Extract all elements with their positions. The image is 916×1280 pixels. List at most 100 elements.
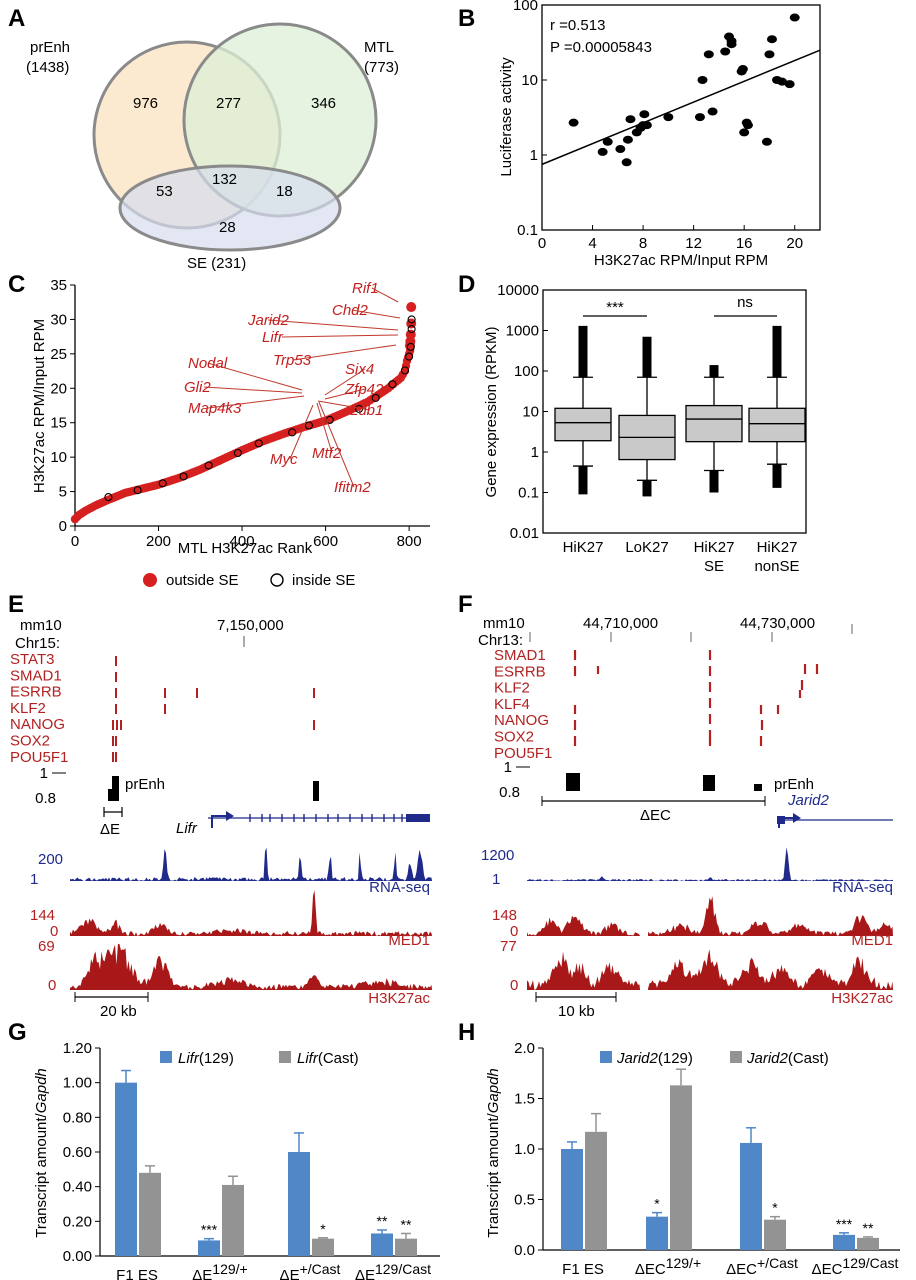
y-axis-label-d: Gene expression (RPKM) <box>483 327 500 498</box>
category-sup: 129/Cast <box>375 1261 431 1277</box>
panel-h: H Jarid2(129) Jarid2(Cast) 2.01.51.00.50… <box>458 1019 900 1278</box>
category-sup: 129/+ <box>212 1261 247 1277</box>
bar-cast <box>312 1238 334 1256</box>
scatter-point-b <box>789 13 800 22</box>
y-axis-label-g-text: Transcript amount/ <box>33 1112 50 1237</box>
gene-callout-line <box>317 400 371 411</box>
category-main: ΔEC <box>726 1261 757 1278</box>
bar-129 <box>740 1142 762 1250</box>
bar-129 <box>561 1149 583 1250</box>
rank-point-inside <box>233 448 242 458</box>
med1-track-f <box>527 896 893 936</box>
significance-star: ** <box>401 1216 412 1232</box>
med1-max-e: 144 <box>30 907 55 924</box>
rank-point-inside <box>158 479 167 488</box>
prenh-block-e3 <box>313 781 319 801</box>
rank-point-inside <box>104 493 113 502</box>
significance-star: * <box>654 1196 660 1212</box>
prenh-block-e2 <box>112 776 119 801</box>
y-tick-label-c: 10 <box>50 449 67 466</box>
tf-peaks-e <box>112 656 315 762</box>
venn-prenh-se: 53 <box>156 183 173 200</box>
med1-min-f: 0 <box>510 923 518 940</box>
prenh-label-e: prEnh <box>125 776 165 793</box>
rna-label-f: RNA-seq <box>832 879 893 896</box>
group-label-d: HiK27 <box>563 539 604 556</box>
y-tick-label: 1.5 <box>514 1091 535 1108</box>
legend-swatch-g1 <box>160 1051 172 1063</box>
y-axis-label-c: H3K27ac RPM/Input RPM <box>31 319 48 493</box>
legend-swatch-h1 <box>600 1051 612 1063</box>
rna-max-f: 1200 <box>481 847 514 864</box>
x-tick-label-c: 800 <box>397 533 422 550</box>
category-main: F1 ES <box>562 1261 604 1278</box>
bar-cast <box>670 1085 692 1250</box>
bar-129 <box>115 1082 137 1256</box>
scatter-point-b <box>597 147 608 156</box>
y-axis-label-h-text: Transcript amount/ <box>485 1112 502 1237</box>
y-axis-label-g-gene: Gapdh <box>33 1068 50 1113</box>
panel-label-g: G <box>8 1019 27 1046</box>
scatter-point-b <box>739 128 750 137</box>
group-label-d: LoK27 <box>625 539 668 556</box>
tf-track-label: ESRRB <box>494 663 546 680</box>
y-tick-label-b: 100 <box>513 0 538 14</box>
significance-star: *** <box>836 1216 853 1232</box>
significance-star: ** <box>863 1220 874 1236</box>
y-tick-label-d: 10000 <box>497 282 539 299</box>
category-label: F1 ES <box>116 1267 158 1280</box>
panel-label-b: B <box>458 5 475 32</box>
category-label: F1 ES <box>562 1261 604 1278</box>
tf-track-label: SOX2 <box>494 729 534 746</box>
x-tick-label-c: 200 <box>146 533 171 550</box>
bar-129 <box>288 1152 310 1256</box>
x-tick-label-b: 8 <box>639 235 647 252</box>
x-tick-label-c: 400 <box>230 533 255 550</box>
score-max-e: 1 <box>40 765 48 782</box>
category-main: ΔE <box>192 1267 212 1280</box>
tf-track-label: KLF2 <box>494 680 530 697</box>
x-axis-label-b: H3K27ac RPM/Input RPM <box>594 252 768 269</box>
coord-e: 7,150,000 <box>217 617 284 634</box>
venn-ellipse-se <box>118 164 342 252</box>
y-tick-label: 0.00 <box>63 1248 92 1265</box>
scatter-point-b <box>707 107 718 116</box>
y-tick-label-d: 1 <box>531 444 539 461</box>
bar-129 <box>833 1234 855 1250</box>
box-iqr <box>748 407 806 443</box>
score-min-f: 0.8 <box>499 784 520 801</box>
rank-point-inside <box>406 342 415 352</box>
y-tick-label-d: 10 <box>522 404 539 421</box>
y-tick-label-c: 35 <box>50 277 67 294</box>
venn-mtl-only: 346 <box>311 95 336 112</box>
gene-callout-myc: Myc <box>270 451 298 468</box>
gene-callout-line <box>324 368 366 396</box>
bar-cast <box>857 1237 879 1250</box>
plot-frame-b <box>541 4 821 231</box>
y-tick-label-c: 20 <box>50 380 67 397</box>
rank-point-inside <box>407 325 416 334</box>
venn-prenh-only: 976 <box>133 95 158 112</box>
panel-label-a: A <box>8 5 25 32</box>
tf-peaks-f <box>573 650 819 746</box>
bar-cast <box>585 1131 607 1250</box>
scale-label-f: 10 kb <box>558 1003 595 1020</box>
category-main: ΔE <box>280 1267 300 1280</box>
med1-min-e: 0 <box>50 923 58 940</box>
category-sup: 129/Cast <box>842 1255 898 1271</box>
venn-mtl-se: 18 <box>276 183 293 200</box>
k27-max-f: 77 <box>500 938 517 955</box>
venn-se-label: SE (231) <box>187 255 246 272</box>
gene-callout-line <box>207 362 303 391</box>
genome-label-e: mm10 <box>20 617 62 634</box>
prenh-block-f3 <box>754 784 762 791</box>
prenh-block-e1 <box>108 789 112 801</box>
legend-h2-allele: (Cast) <box>788 1050 829 1067</box>
deletion-label-f: ΔEC <box>640 807 671 824</box>
legend-h2: Jarid2(Cast) <box>746 1050 829 1067</box>
legend-h1: Jarid2(129) <box>616 1050 693 1067</box>
significance-star: ** <box>377 1213 388 1229</box>
venn-prenh-mtl: 277 <box>216 95 241 112</box>
k27-min-f: 0 <box>510 977 518 994</box>
y-tick-label-c: 25 <box>50 346 67 363</box>
